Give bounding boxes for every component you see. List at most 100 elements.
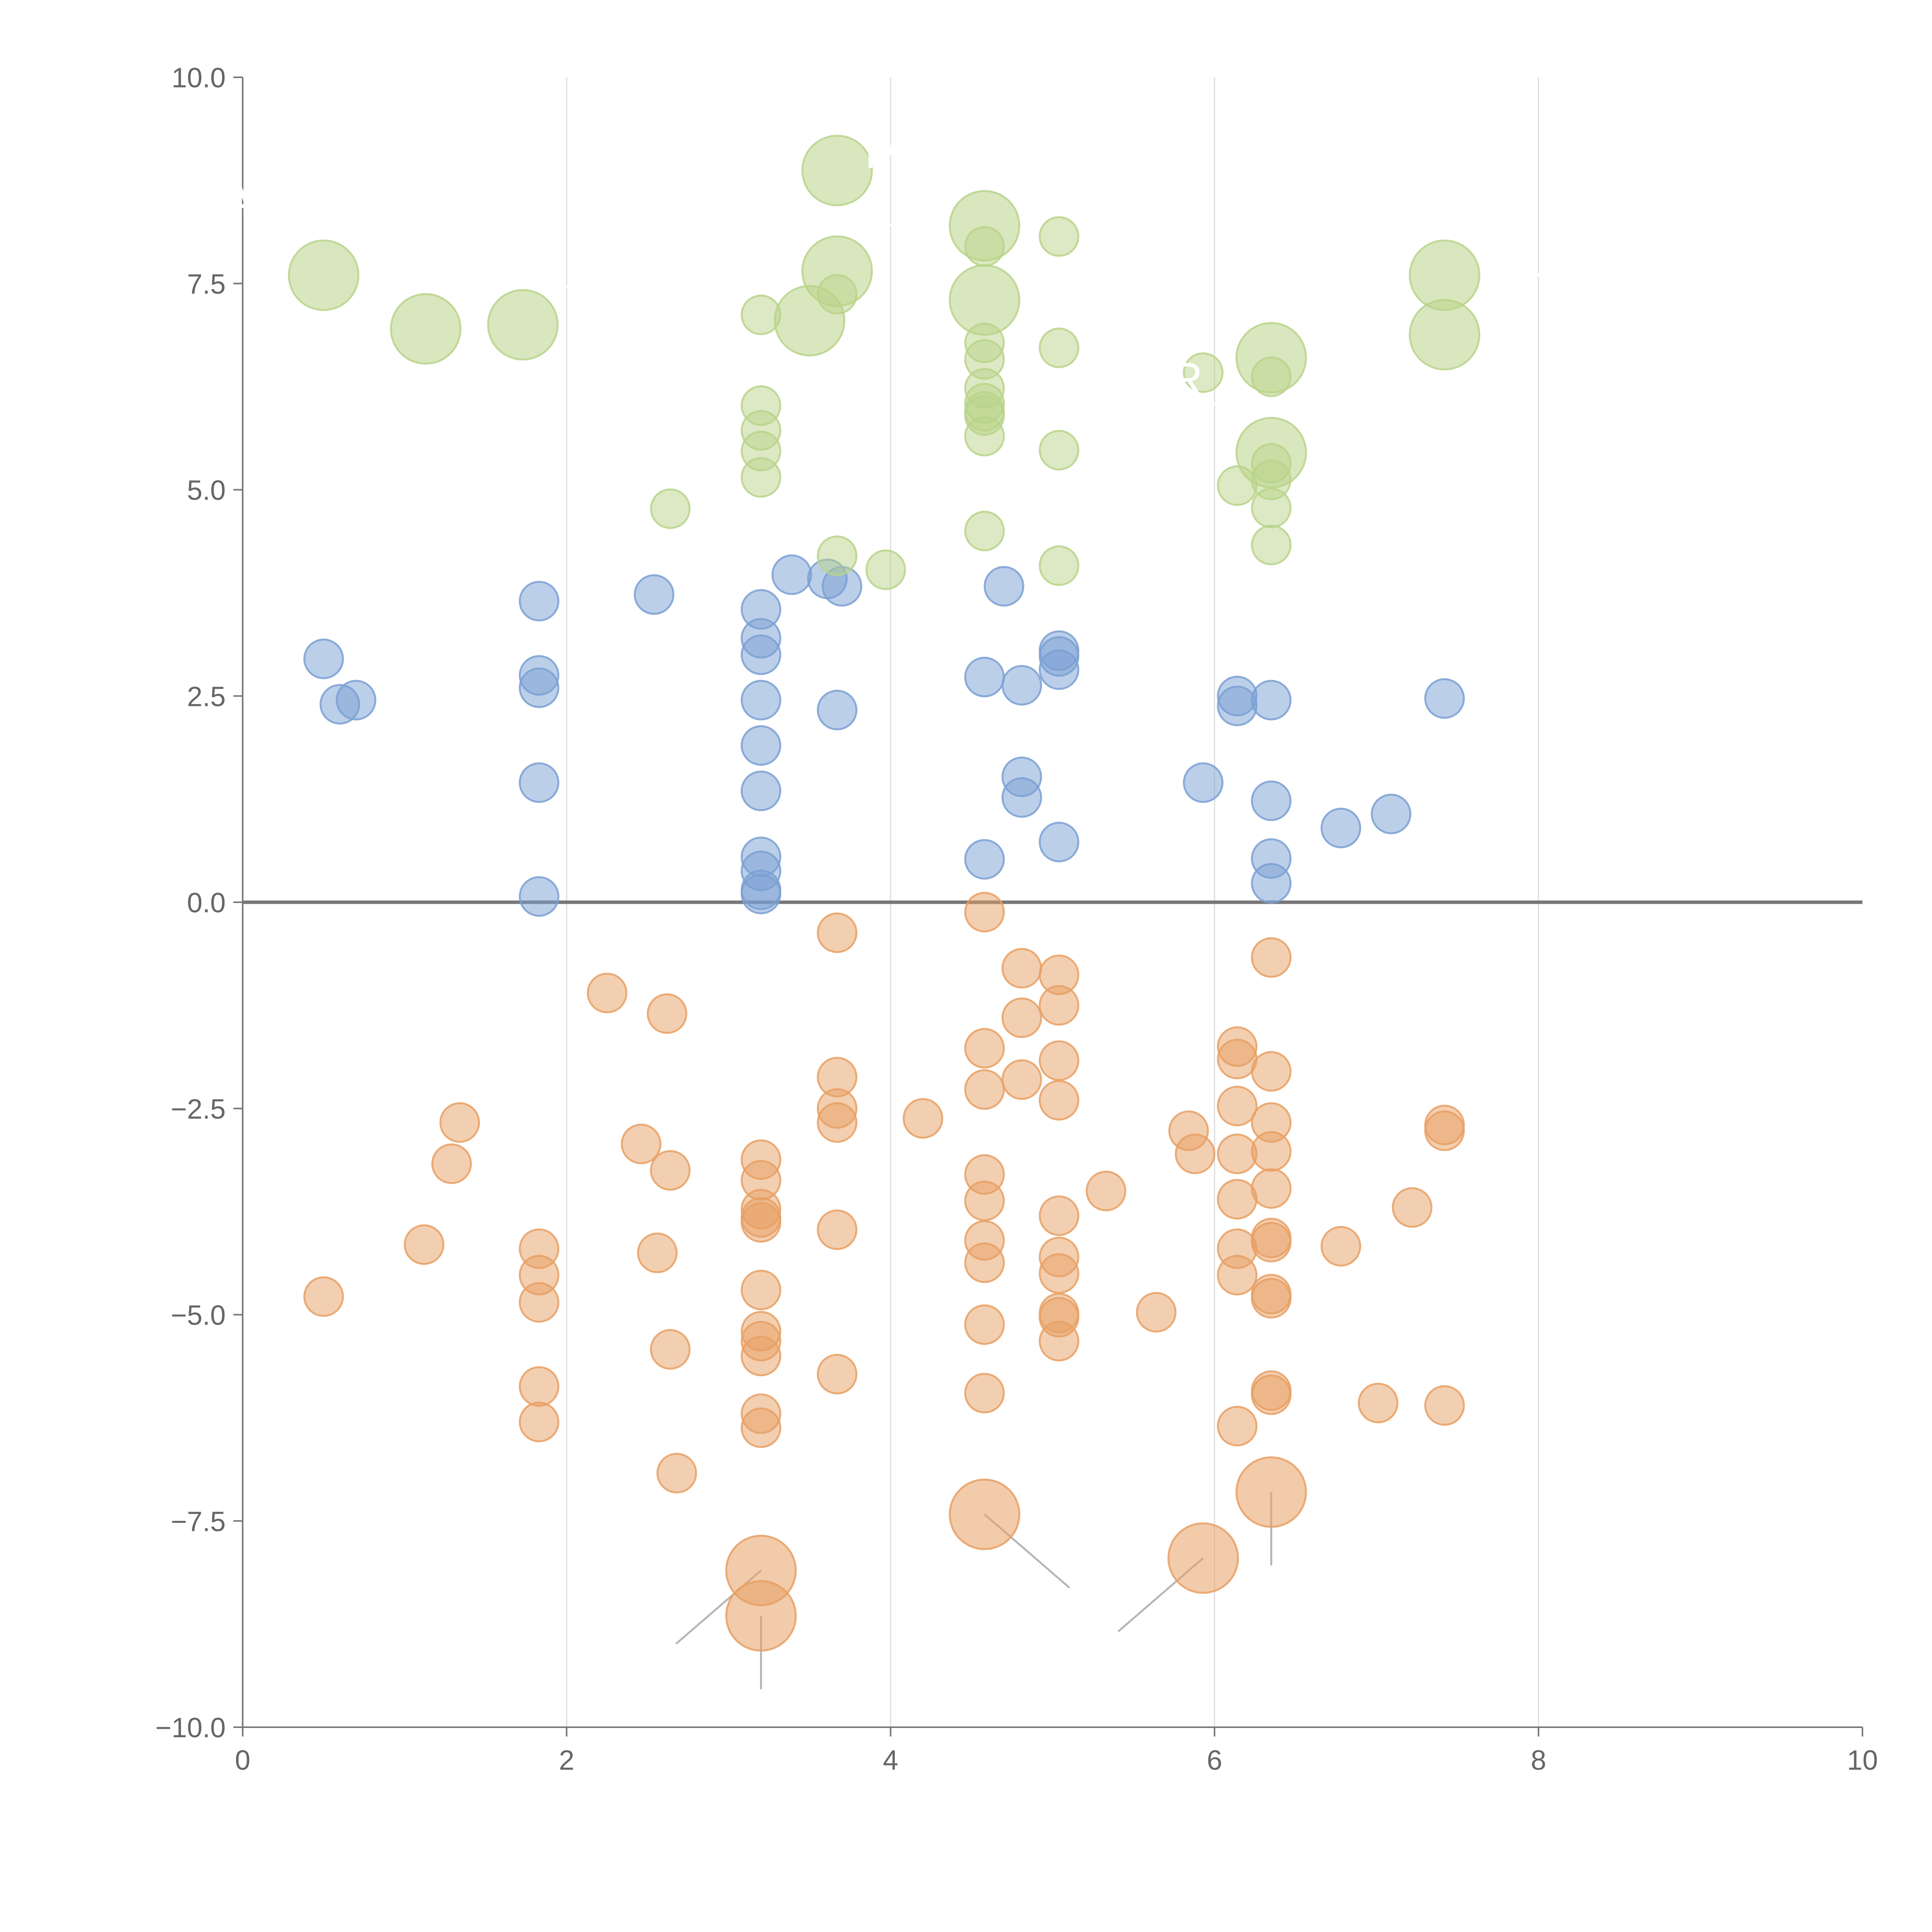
y-tick-label: −2.5 — [171, 1094, 226, 1125]
data-point-negative — [964, 1372, 1005, 1413]
data-point-negative — [303, 1276, 344, 1317]
data-point-negative — [740, 1335, 781, 1376]
labeled-point — [801, 134, 873, 206]
labeled-point — [1235, 417, 1307, 488]
y-tick-label: −10.0 — [155, 1713, 226, 1743]
x-tick-label: 0 — [235, 1745, 250, 1776]
data-point-negative — [964, 1180, 1005, 1221]
data-point-positive-low — [1320, 808, 1361, 849]
point-label: T — [594, 225, 622, 277]
point-label: Y — [709, 221, 740, 273]
data-point-positive-high — [1039, 216, 1080, 257]
data-point-negative — [816, 1209, 857, 1250]
y-tick-label: 2.5 — [187, 681, 226, 712]
data-point-positive-low — [1183, 762, 1224, 803]
labeled-point — [949, 264, 1020, 336]
y-tick-label: 7.5 — [187, 269, 226, 300]
data-point-negative — [1039, 985, 1080, 1026]
data-point-negative — [1424, 1385, 1465, 1426]
data-point-negative — [1392, 1187, 1433, 1228]
data-point-negative — [439, 1102, 480, 1143]
data-point-positive-low — [1039, 821, 1080, 862]
labeled-point — [1408, 299, 1480, 371]
labeled-point — [949, 190, 1020, 262]
data-point-positive-low — [1251, 863, 1292, 904]
data-points — [288, 134, 1480, 1652]
data-point-negative — [646, 993, 687, 1034]
data-point-negative — [519, 1366, 560, 1407]
data-point-negative — [1217, 1406, 1258, 1447]
data-point-negative — [816, 1102, 857, 1143]
y-tick-label: 0.0 — [187, 888, 226, 918]
labeled-point — [288, 239, 360, 311]
data-point-positive-low — [1251, 780, 1292, 821]
data-point-negative — [1039, 1040, 1080, 1081]
data-point-positive-high — [816, 535, 857, 576]
data-point-negative — [1175, 1133, 1216, 1174]
data-point-positive-high — [964, 416, 1005, 457]
data-point-negative — [964, 1028, 1005, 1069]
data-point-positive-high — [1039, 327, 1080, 368]
data-point-negative — [964, 1242, 1005, 1283]
labeled-point — [390, 293, 462, 365]
data-point-negative — [964, 1304, 1005, 1345]
data-point-negative — [519, 1282, 560, 1323]
data-point-negative — [656, 1452, 697, 1493]
data-point-negative — [1251, 1131, 1292, 1172]
point-labels: A V T Y MS E R L L — [223, 126, 1543, 1649]
data-point-negative — [431, 1143, 472, 1184]
data-point-negative — [621, 1124, 662, 1165]
data-point-negative — [816, 912, 857, 953]
point-label: L — [1105, 1597, 1131, 1649]
data-point-negative — [903, 1098, 944, 1139]
labeled-point — [487, 289, 559, 361]
data-point-negative — [740, 1269, 781, 1310]
data-point-positive-high — [865, 549, 906, 590]
data-point-positive-low — [740, 680, 781, 721]
data-point-negative — [1251, 1168, 1292, 1209]
x-tick-label: 2 — [559, 1745, 574, 1776]
data-point-positive-low — [634, 574, 675, 615]
data-point-positive-high — [1251, 525, 1292, 566]
data-point-negative — [816, 1354, 857, 1395]
data-point-negative — [1251, 1051, 1292, 1092]
data-point-negative — [740, 1202, 781, 1243]
data-point-positive-low — [1001, 777, 1042, 818]
labeled-point — [1235, 322, 1307, 394]
data-point-negative — [1424, 1110, 1465, 1151]
labeled-point — [801, 235, 873, 307]
data-point-positive-low — [771, 554, 812, 595]
point-label: E — [1341, 258, 1372, 310]
x-tick-label: 6 — [1207, 1745, 1222, 1776]
data-point-negative — [1039, 1321, 1080, 1362]
data-point-positive-low — [1424, 678, 1465, 719]
data-point-negative — [1251, 1374, 1292, 1415]
data-point-negative — [1039, 1253, 1080, 1294]
data-point-negative — [964, 892, 1005, 933]
data-point-positive-low — [1039, 649, 1080, 690]
x-tick-label: 10 — [1847, 1745, 1878, 1776]
point-label: L — [1517, 235, 1543, 287]
data-point-positive-high — [1039, 430, 1080, 471]
labeled-point — [1167, 1522, 1239, 1594]
data-point-positive-low — [1371, 794, 1412, 835]
data-point-positive-high — [740, 457, 781, 498]
labeled-point — [725, 1580, 797, 1652]
data-point-negative — [740, 1407, 781, 1448]
data-point-negative — [650, 1329, 691, 1370]
data-point-negative — [1358, 1383, 1399, 1423]
data-point-negative — [1217, 1133, 1258, 1174]
data-point-positive-low — [519, 876, 560, 917]
data-point-negative — [1251, 1278, 1292, 1319]
data-point-positive-high — [1183, 352, 1224, 393]
data-point-negative — [1001, 997, 1042, 1038]
data-point-positive-high — [1039, 545, 1080, 586]
data-point-positive-low — [740, 874, 781, 915]
data-point-positive-low — [740, 770, 781, 811]
data-point-negative — [519, 1401, 560, 1442]
axes: 0 2 4 6 8 10 10.0 7.5 5.0 2.5 0.0 −2.5 −5.0 −7.5 −10.0 — [155, 63, 1878, 1776]
data-point-positive-low — [740, 725, 781, 766]
x-tick-label: 8 — [1531, 1745, 1546, 1776]
data-point-positive-high — [964, 510, 1005, 551]
data-point-negative — [1217, 1039, 1258, 1080]
